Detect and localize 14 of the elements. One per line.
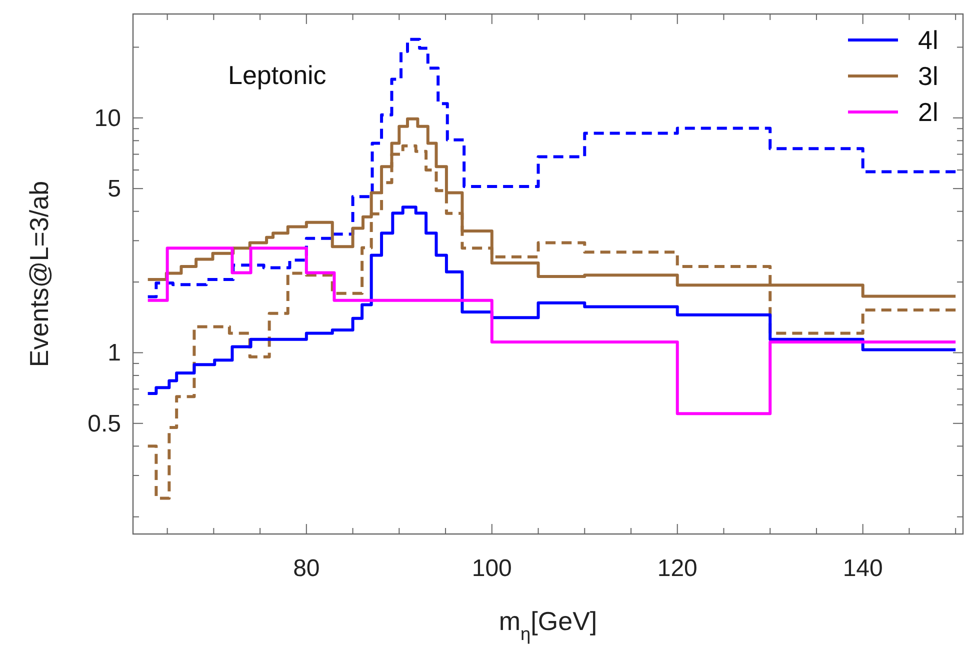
x-tick-label: 120 [657,555,698,582]
x-tick-label: 140 [842,555,883,582]
x-axis-title: m$_{η}$[GeV] [498,606,598,644]
y-tick-label: 5 [108,176,121,203]
legend-label: 2l [918,97,938,127]
y-tick-label: 0.5 [88,410,121,438]
legend-label: 4l [918,25,938,55]
y-tick-label: 10 [94,104,121,132]
x-tick-label: 80 [293,555,320,582]
y-tick-label: 1 [108,340,121,367]
y-axis-title: Events@L=3/ab [24,180,54,368]
annotation: Leptonic [228,60,326,90]
legend-label: 3l [918,61,938,91]
x-tick-label: 100 [472,555,512,582]
